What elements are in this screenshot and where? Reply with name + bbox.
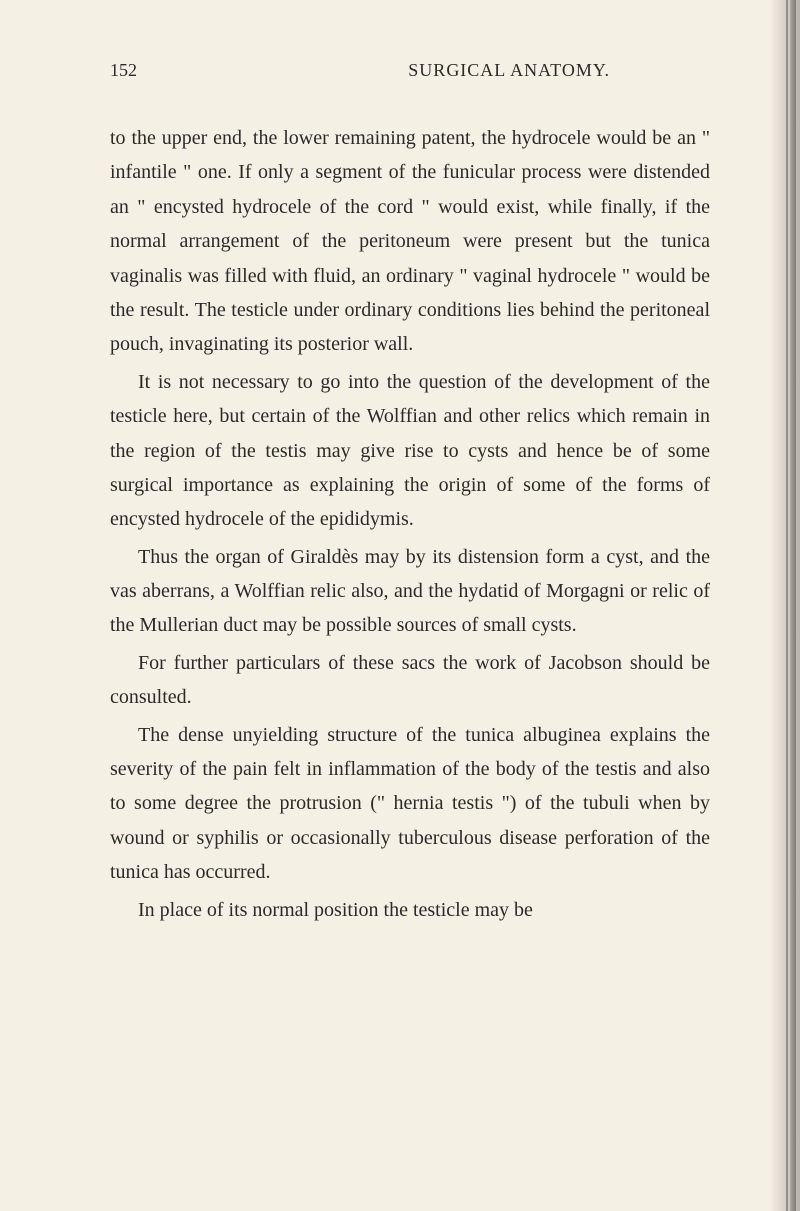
body-text: to the upper end, the lower remaining pa…: [110, 121, 710, 927]
paragraph-3: Thus the organ of Giraldès may by its di…: [110, 540, 710, 643]
paragraph-1: to the upper end, the lower remaining pa…: [110, 121, 710, 362]
page-header: 152 SURGICAL ANATOMY.: [110, 60, 710, 81]
page-edge-line: [786, 0, 788, 1211]
paragraph-2: It is not necessary to go into the quest…: [110, 365, 710, 537]
page-container: 152 SURGICAL ANATOMY. to the upper end, …: [0, 0, 800, 1211]
page-number: 152: [110, 60, 137, 81]
page-edge-shadow: [790, 0, 796, 1211]
page-title: SURGICAL ANATOMY.: [408, 60, 610, 81]
paragraph-4: For further particulars of these sacs th…: [110, 646, 710, 715]
paragraph-5: The dense unyielding structure of the tu…: [110, 718, 710, 890]
paragraph-6: In place of its normal position the test…: [110, 893, 710, 927]
